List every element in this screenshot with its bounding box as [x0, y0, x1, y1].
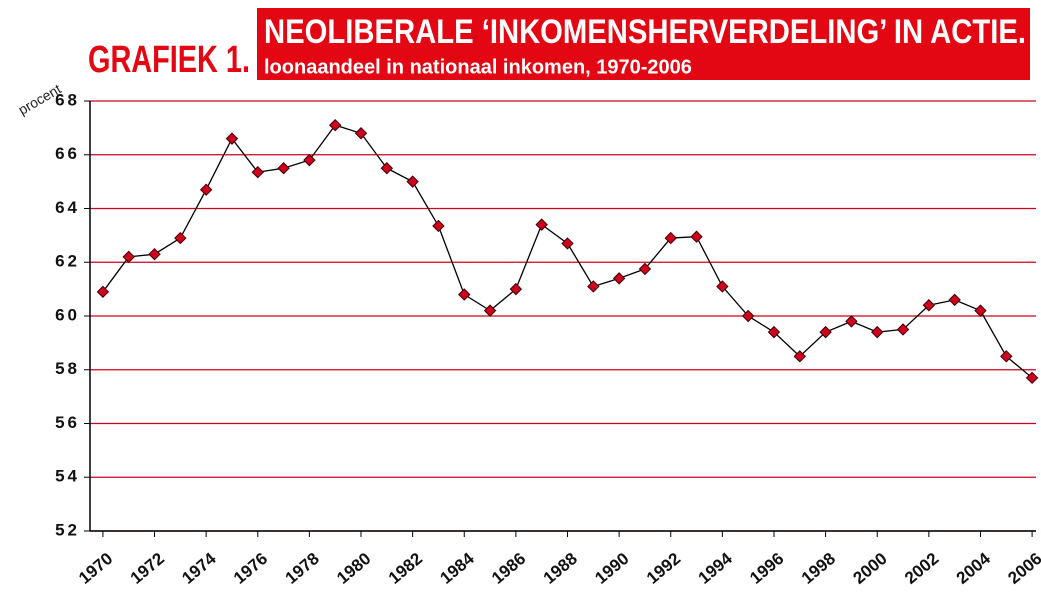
data-point: [922, 299, 936, 312]
data-point: [638, 262, 652, 276]
data-point: [483, 304, 497, 317]
data-point: [612, 272, 626, 285]
data-point: [225, 132, 239, 145]
x-tick-label: 2002: [901, 549, 942, 588]
x-tick-label: 1996: [746, 549, 787, 588]
x-tick-label: 1972: [127, 549, 168, 588]
data-point: [148, 247, 161, 261]
x-tick-label: 2004: [953, 549, 995, 588]
chart-title: NEOLIBERALE ‘INKOMENSHERVERDELING’ IN AC…: [264, 13, 1026, 51]
x-tick-label: 2000: [849, 549, 890, 588]
data-point: [1000, 350, 1013, 363]
data-point: [974, 304, 987, 317]
data-point: [793, 350, 807, 363]
data-point: [690, 230, 703, 243]
y-tick-label: 54: [55, 467, 80, 486]
y-tick-label: 66: [55, 144, 80, 163]
y-tick-label: 68: [55, 90, 80, 109]
data-point: [845, 315, 858, 328]
data-point: [509, 282, 523, 296]
data-line: [102, 124, 1033, 379]
data-point: [535, 218, 548, 231]
y-tick-label: 62: [55, 252, 80, 271]
data-point: [354, 127, 368, 140]
data-point: [1025, 371, 1039, 385]
chart-subtitle: loonaandeel in nationaal inkomen, 1970-2…: [264, 56, 692, 78]
data-point: [251, 166, 264, 179]
data-point: [741, 309, 755, 323]
x-tick-label: 1988: [540, 549, 581, 588]
data-point: [380, 161, 394, 175]
data-point: [716, 280, 729, 293]
data-point: [871, 325, 884, 339]
data-point: [406, 175, 419, 188]
data-point: [277, 161, 290, 175]
data-point: [96, 285, 110, 299]
data-point: [122, 250, 135, 264]
y-tick-label: 52: [55, 520, 80, 539]
x-tick-label: 1994: [695, 549, 737, 588]
y-tick-label: 56: [55, 413, 80, 432]
data-point: [896, 323, 910, 336]
x-tick-label: 1978: [282, 549, 323, 588]
data-point: [303, 153, 316, 167]
y-tick-label: 64: [55, 198, 80, 217]
x-tick-label: 2006: [1004, 549, 1041, 588]
data-point: [587, 280, 600, 293]
title-box: [257, 8, 1030, 80]
data-point: [561, 237, 574, 250]
y-tick-label: 58: [55, 359, 80, 378]
data-point: [767, 325, 781, 339]
x-tick-label: 1998: [798, 549, 839, 588]
x-tick-label: 1990: [591, 549, 632, 588]
x-tick-label: 1976: [230, 549, 271, 588]
data-point: [199, 183, 213, 196]
data-point: [664, 231, 677, 245]
x-tick-label: 1982: [385, 549, 426, 588]
data-point: [458, 288, 471, 301]
x-tick-label: 1984: [437, 549, 479, 588]
x-tick-label: 1974: [178, 549, 220, 588]
x-tick-label: 1992: [643, 549, 684, 588]
x-tick-label: 1986: [488, 549, 529, 588]
heading: GRAFIEK 1.: [88, 39, 250, 81]
data-point: [948, 293, 961, 307]
data-point: [432, 219, 445, 233]
x-tick-label: 1970: [75, 549, 116, 588]
data-point: [819, 325, 832, 339]
y-tick-label: 60: [55, 305, 80, 324]
x-tick-label: 1980: [333, 549, 374, 588]
data-point: [328, 118, 342, 132]
data-point: [174, 231, 187, 245]
